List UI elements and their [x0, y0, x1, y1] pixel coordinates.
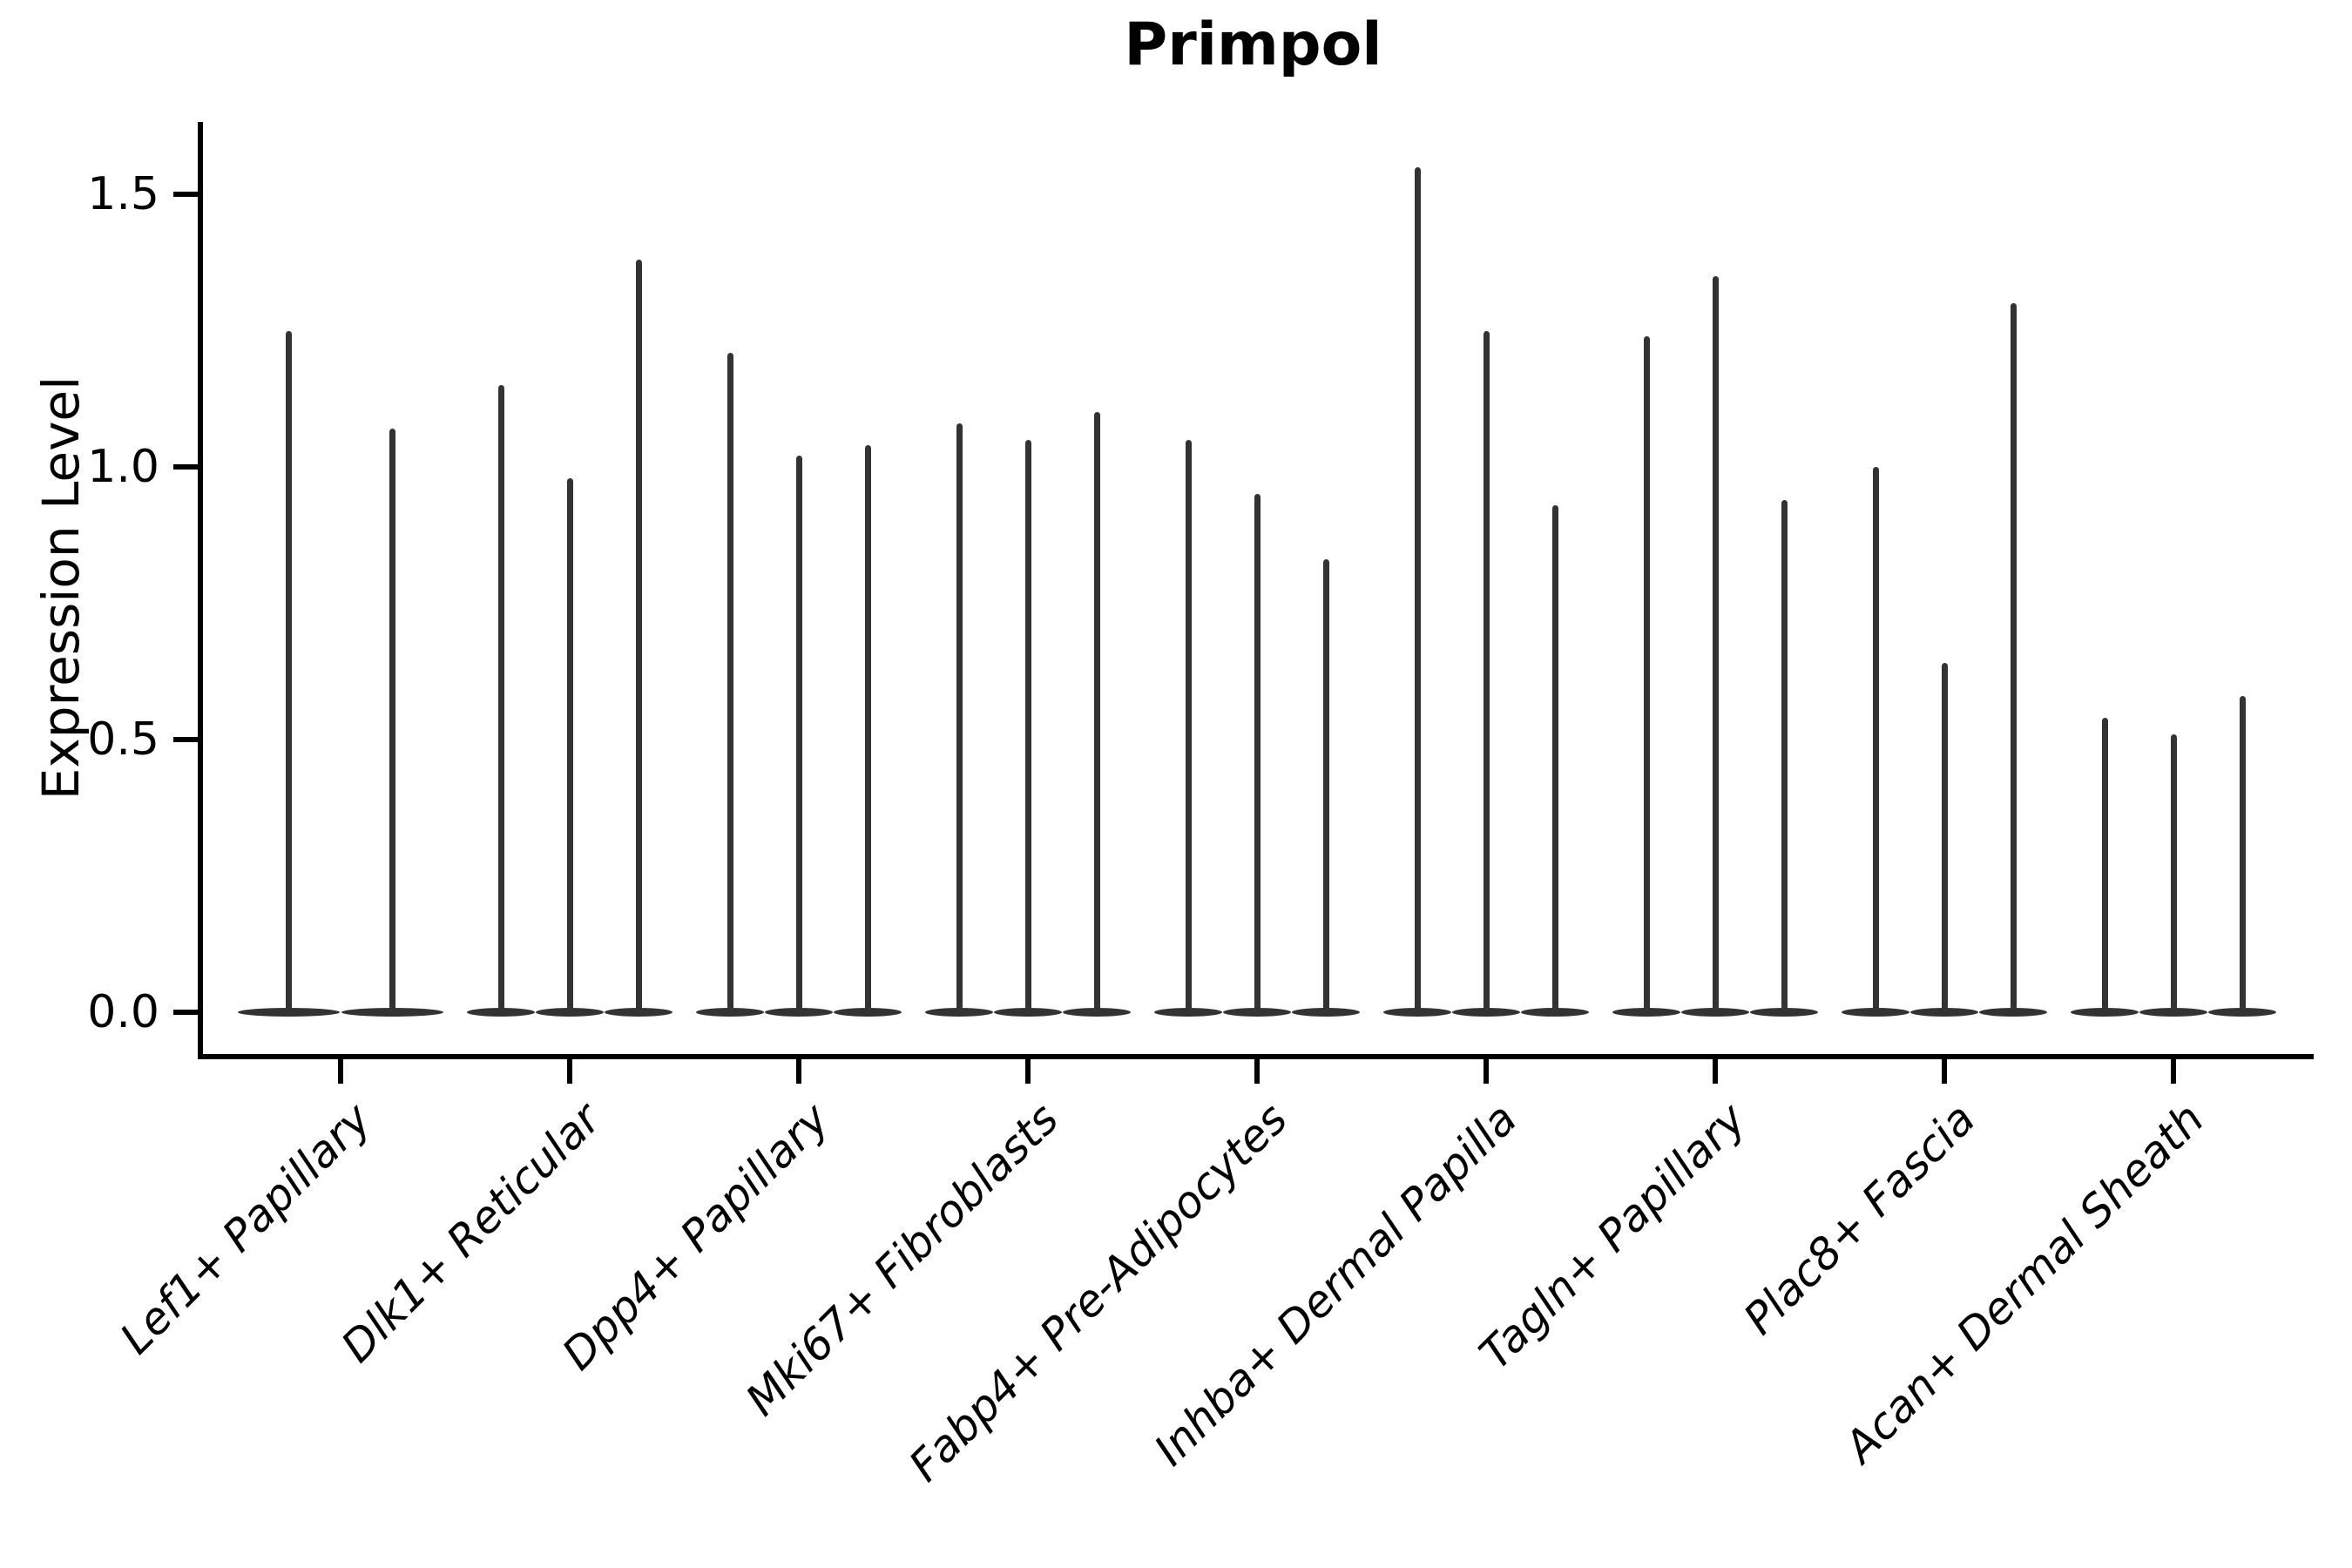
violin-base — [2139, 1008, 2207, 1017]
violin-spike — [1483, 330, 1490, 1012]
violin-base — [1681, 1008, 1749, 1017]
violin-spike — [864, 444, 871, 1012]
violin-spike — [2170, 733, 2177, 1012]
violin-spike — [2010, 303, 2017, 1012]
x-category-label: Fabp4+ Pre-Adipocytes — [899, 1093, 1298, 1491]
x-tick-mark — [1025, 1059, 1031, 1084]
x-tick-mark — [2171, 1059, 2176, 1084]
violin-base — [994, 1008, 1062, 1017]
violin-base — [1383, 1008, 1451, 1017]
chart-title: Primpol — [1124, 10, 1382, 79]
violin-spike — [1185, 439, 1192, 1012]
y-tick-label: 0.5 — [87, 713, 159, 766]
violin-base — [1521, 1008, 1589, 1017]
violin-spike — [1872, 467, 1879, 1012]
violin-base — [834, 1008, 902, 1017]
violin-base — [925, 1008, 993, 1017]
y-tick-mark — [173, 464, 198, 470]
violin-base — [1154, 1008, 1222, 1017]
violin-base — [467, 1008, 535, 1017]
x-category-label: Mki67+ Fibroblasts — [736, 1093, 1069, 1426]
violin-base — [1063, 1008, 1131, 1017]
violin-spike — [635, 260, 642, 1012]
violin-base — [765, 1008, 833, 1017]
violin-base — [1842, 1008, 1909, 1017]
x-tick-mark — [1254, 1059, 1260, 1084]
violin-spike — [566, 477, 573, 1012]
x-tick-mark — [1713, 1059, 1718, 1084]
violin-spike — [389, 429, 395, 1012]
violin-spike — [2101, 717, 2108, 1012]
violin-base — [2071, 1008, 2139, 1017]
x-category-label: Lef1+ Papillary — [111, 1093, 382, 1364]
x-tick-mark — [1942, 1059, 1947, 1084]
violin-spike — [1712, 275, 1719, 1012]
violin-base — [1910, 1008, 1978, 1017]
violin-spike — [1322, 559, 1329, 1012]
violin-spike — [2239, 695, 2246, 1012]
violin-base — [536, 1008, 604, 1017]
y-tick-mark — [173, 192, 198, 197]
violin-spike — [1941, 663, 1948, 1012]
x-tick-mark — [338, 1059, 343, 1084]
violin-spike — [1551, 504, 1558, 1012]
violin-base — [1292, 1008, 1360, 1017]
violin-base — [1750, 1008, 1818, 1017]
violin-spike — [727, 352, 733, 1012]
y-tick-label: 0.0 — [87, 986, 159, 1038]
violin-base — [605, 1008, 672, 1017]
x-tick-mark — [567, 1059, 572, 1084]
violin-spike — [795, 456, 802, 1012]
x-tick-mark — [1484, 1059, 1489, 1084]
violin-base — [2208, 1008, 2276, 1017]
y-tick-mark — [173, 737, 198, 742]
violin-spike — [1093, 412, 1100, 1012]
x-category-label: Dlk1+ Reticular — [331, 1093, 611, 1373]
violin-spike — [1781, 499, 1788, 1012]
violin-spike — [956, 422, 963, 1012]
x-category-label: Acan+ Dermal Sheath — [1835, 1093, 2214, 1473]
x-tick-mark — [796, 1059, 801, 1084]
violin-base — [1452, 1008, 1520, 1017]
y-tick-label: 1.0 — [87, 441, 159, 493]
violin-base — [1612, 1008, 1680, 1017]
x-category-label: Tagln+ Papillary — [1470, 1093, 1756, 1380]
x-category-label: Plac8+ Fascia — [1734, 1093, 1985, 1345]
violin-spike — [286, 330, 292, 1012]
y-tick-mark — [173, 1010, 198, 1015]
violin-base — [696, 1008, 764, 1017]
violin-spike — [1643, 335, 1650, 1012]
violin-spike — [497, 385, 504, 1012]
violin-base — [1223, 1008, 1291, 1017]
y-tick-label: 1.5 — [87, 168, 159, 220]
violin-spike — [1414, 166, 1421, 1012]
x-category-label: Inhba+ Dermal Papilla — [1144, 1093, 1527, 1476]
violin-spike — [1024, 439, 1031, 1012]
violin-base — [1979, 1008, 2047, 1017]
violin-spike — [1254, 494, 1260, 1012]
violin-base — [238, 1008, 340, 1017]
x-category-label: Dpp4+ Papillary — [552, 1093, 840, 1380]
violin-base — [341, 1008, 443, 1017]
plot-area: 0.0 0.5 1.0 1.5 — [87, 122, 2314, 1084]
